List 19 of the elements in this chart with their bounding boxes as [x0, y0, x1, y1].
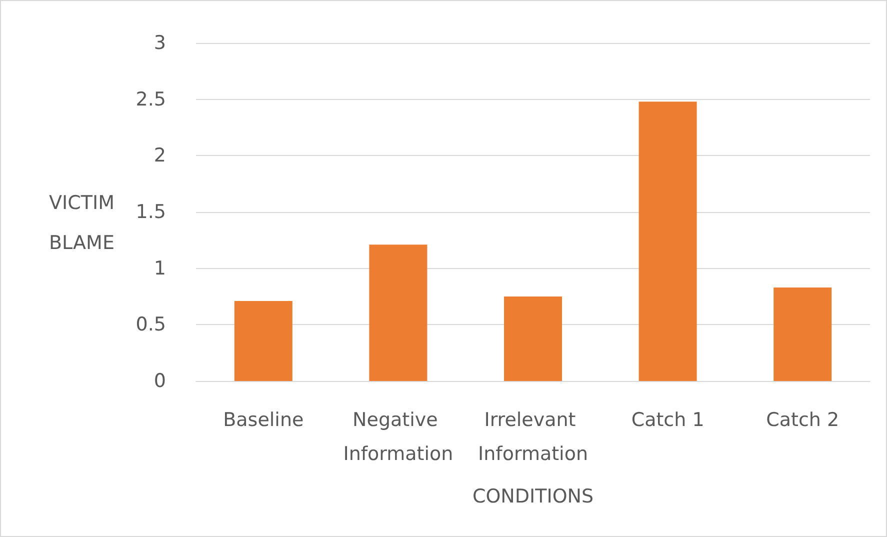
y-tick-label: 2.5 — [136, 88, 166, 110]
x-tick-label: Catch 2 — [766, 409, 840, 431]
bar — [774, 287, 832, 381]
bar — [504, 296, 562, 381]
x-axis-title: CONDITIONS — [472, 486, 594, 508]
y-tick-label: 0.5 — [136, 314, 166, 336]
y-tick-label: 2 — [154, 144, 166, 167]
x-tick-label: Irrelevant Information — [478, 409, 588, 465]
y-tick-label: 0 — [154, 370, 166, 392]
bar — [369, 244, 428, 381]
y-tick-label: 1 — [154, 257, 166, 280]
bar — [638, 102, 697, 381]
y-tick-label: 3 — [154, 32, 166, 54]
y-tick-label: 1.5 — [136, 201, 166, 223]
x-tick-label: Baseline — [223, 409, 304, 431]
bar — [234, 301, 292, 381]
y-axis-title: VICTIM BLAME — [49, 192, 114, 254]
x-tick-label: Catch 1 — [631, 409, 704, 431]
x-tick-label: Negative Information — [343, 409, 454, 465]
